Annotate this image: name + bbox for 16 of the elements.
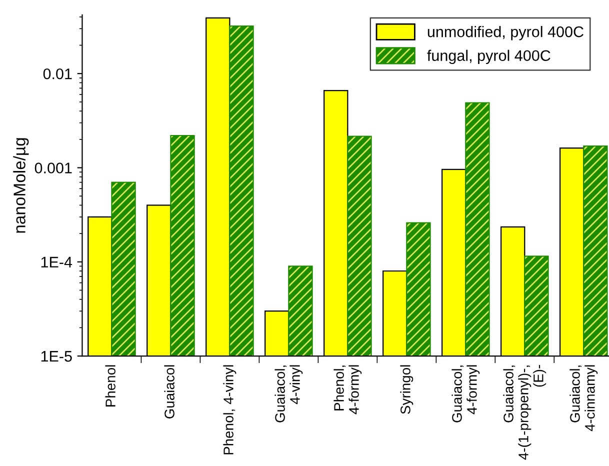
x-tick-label: Guaiacol, 4-formyl bbox=[452, 365, 480, 422]
legend-label: unmodified, pyrol 400C bbox=[428, 26, 584, 40]
x-tick-label: Guaiacol, 4-(1-propenyl)-, (E)- bbox=[503, 364, 546, 460]
x-tick-label: Phenol, 4-formyl bbox=[334, 365, 362, 414]
y-tick-label: 1E-5 bbox=[41, 351, 72, 362]
y-axis-title: nanoMole/µg bbox=[13, 138, 29, 233]
x-tick-label: Guaiacol bbox=[164, 365, 174, 418]
y-tick-label: 1E-4 bbox=[41, 256, 72, 268]
x-tick-label: Phenol, 4-vinyl bbox=[223, 365, 236, 454]
x-tick-label: Guaiacol, 4-vinyl bbox=[274, 365, 303, 422]
x-tick-label: Guaiacol, 4-cinnamyl bbox=[570, 365, 598, 432]
x-tick-label: Phenol bbox=[105, 365, 116, 406]
x-tick-label: Syringol bbox=[400, 365, 414, 414]
legend-label: fungal, pyrol 400C bbox=[427, 50, 550, 64]
y-tick-label: 0.01 bbox=[43, 68, 72, 80]
y-tick-label: 0.001 bbox=[34, 162, 72, 174]
